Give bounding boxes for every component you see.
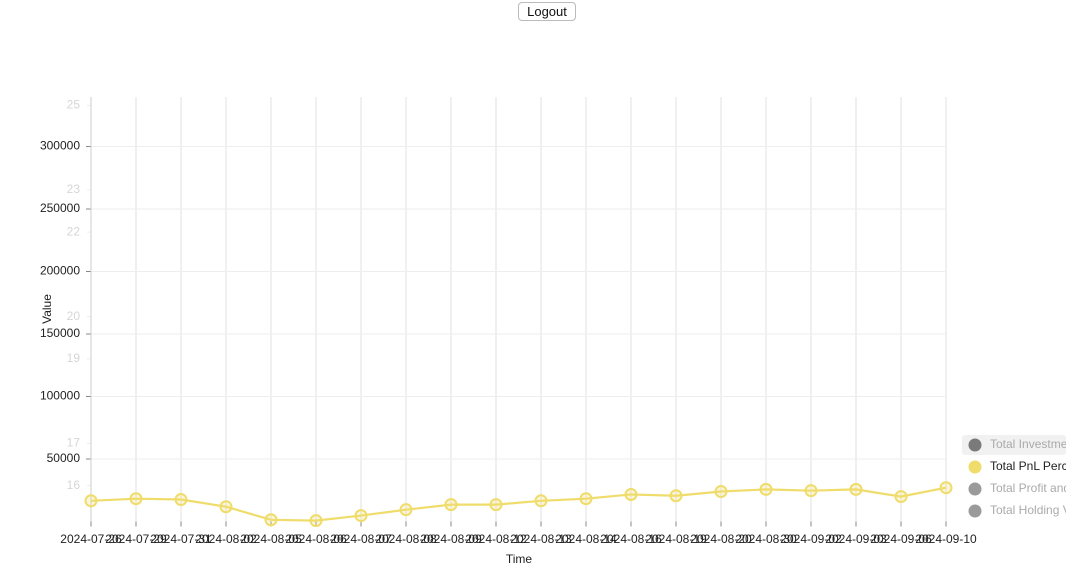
x-tick-label: 2024-07-31 xyxy=(150,532,212,546)
data-point xyxy=(534,494,548,508)
data-point xyxy=(399,503,413,517)
x-tick-label: 2024-08-14 xyxy=(555,532,617,546)
data-point xyxy=(894,490,908,504)
x-tick-label: 2024-08-05 xyxy=(240,532,302,546)
data-point xyxy=(444,498,458,512)
y-axis-title: Value xyxy=(40,294,54,324)
legend-swatch xyxy=(968,482,982,496)
x-tick-label: 2024-09-10 xyxy=(915,532,977,546)
data-point xyxy=(354,509,368,523)
x-axis-title: Time xyxy=(506,552,533,566)
y-tick-label: 200000 xyxy=(40,264,80,278)
legend: Total Investment Total PnL Percentage Tota… xyxy=(962,435,1078,518)
data-point xyxy=(489,498,503,512)
y2-tick-label: 22 xyxy=(67,224,81,238)
x-tick-label: 2024-08-07 xyxy=(330,532,392,546)
legend-label: Total PnL Percentage xyxy=(990,459,1078,473)
y2-tick-label: 20 xyxy=(67,309,81,323)
y2-tick-label: 23 xyxy=(67,182,81,196)
x-tick-label: 2024-09-06 xyxy=(870,532,932,546)
x-tick-label: 2024-09-03 xyxy=(825,532,887,546)
x-tick-label: 2024-08-06 xyxy=(285,532,347,546)
y-tick-label: 50000 xyxy=(47,451,81,465)
x-tick-label: 2024-08-13 xyxy=(510,532,572,546)
logout-button[interactable]: Logout xyxy=(518,2,576,21)
legend-label: Total Holding Value xyxy=(990,503,1078,517)
x-tick-label: 2024-08-12 xyxy=(465,532,527,546)
y2-tick-label: 17 xyxy=(67,436,81,450)
data-point xyxy=(759,482,773,496)
legend-label: Total Profit and Loss xyxy=(990,481,1078,495)
data-point xyxy=(309,514,323,528)
data-point xyxy=(939,481,953,495)
data-point xyxy=(84,494,98,508)
x-tick-label: 2024-08-08 xyxy=(375,532,437,546)
y2-tick-label: 16 xyxy=(67,478,81,492)
data-point xyxy=(804,484,818,498)
legend-hover xyxy=(962,435,1066,455)
data-point xyxy=(849,482,863,496)
legend-swatch xyxy=(968,504,982,518)
data-point xyxy=(624,487,638,501)
data-point xyxy=(129,492,143,506)
x-tick-label: 2024-08-16 xyxy=(600,532,662,546)
data-point xyxy=(264,513,278,527)
y-tick-label: 150000 xyxy=(40,326,80,340)
y-tick-label: 100000 xyxy=(40,389,80,403)
y-tick-label: 250000 xyxy=(40,201,80,215)
x-tick-label: 2024-08-09 xyxy=(420,532,482,546)
x-tick-label: 2024-08-20 xyxy=(690,532,752,546)
data-point xyxy=(174,493,188,507)
data-point xyxy=(669,489,683,503)
legend-label: Total Investment xyxy=(990,437,1078,451)
y-tick-label: 300000 xyxy=(40,139,80,153)
data-point xyxy=(579,492,593,506)
y2-tick-label: 25 xyxy=(67,98,81,112)
legend-swatch xyxy=(968,460,982,474)
x-tick-label: 2024-07-29 xyxy=(105,532,167,546)
x-tick-label: 2024-08-19 xyxy=(645,532,707,546)
x-tick-label: 2024-07-26 xyxy=(60,532,122,546)
legend-swatch xyxy=(968,438,982,452)
x-tick-label: 2024-08-02 xyxy=(195,532,257,546)
x-tick-label: 2024-09-02 xyxy=(780,532,842,546)
data-point xyxy=(219,500,233,514)
series-line xyxy=(90,486,947,522)
x-tick-label: 2024-08-30 xyxy=(735,532,797,546)
y2-tick-label: 19 xyxy=(67,351,81,365)
data-point xyxy=(714,485,728,499)
